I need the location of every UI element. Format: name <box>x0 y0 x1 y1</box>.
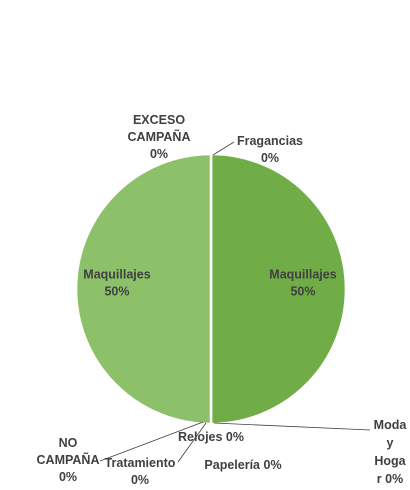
data-label-line: y <box>387 436 394 450</box>
data-label-line: 0% <box>131 473 149 487</box>
data-label-line: 0% <box>150 147 168 161</box>
data-label-8: Fragancias 0% <box>237 134 303 165</box>
leader-line-3 <box>177 422 207 463</box>
data-label-line: Hoga <box>374 454 406 468</box>
data-label-line: Papelería 0% <box>204 458 281 472</box>
data-label-line: Maquillajes <box>269 268 336 282</box>
data-labels: Maquillajes 50%Maquillajes 50%NO CAMPAÑA 0%T… <box>37 113 408 487</box>
leader-line-6 <box>213 422 371 431</box>
data-label-line: EXCESO <box>133 113 185 127</box>
pie-slice-1 <box>74 152 213 426</box>
data-label-1: Maquillajes 50% <box>83 268 150 299</box>
data-label-line: 50% <box>104 285 129 299</box>
leader-line-8 <box>212 141 235 156</box>
data-label-line: NO <box>59 436 78 450</box>
data-label-line: Moda <box>374 418 408 432</box>
leader-lines <box>99 141 371 463</box>
data-label-0: Maquillajes 50% <box>269 268 336 299</box>
data-label-line: 0% <box>59 470 77 484</box>
leader-line-2 <box>99 421 204 462</box>
data-label-line: Relojes 0% <box>178 430 244 444</box>
data-label-line: CAMPAÑA <box>128 129 191 144</box>
data-label-line: Tratamiento <box>105 456 176 470</box>
data-label-line: r 0% <box>377 472 403 486</box>
data-label-line: 50% <box>290 285 315 299</box>
data-label-line: Fragancias <box>237 134 303 148</box>
data-label-6: Moda y Hoga r 0% <box>374 418 408 486</box>
data-label-4: Relojes 0% <box>178 430 244 444</box>
data-label-line: CAMPAÑA <box>37 452 100 467</box>
data-label-5: Papelería 0% <box>204 458 281 472</box>
pie-slice-0 <box>209 152 348 426</box>
data-label-line: 0% <box>261 151 279 165</box>
data-label-line: Maquillajes <box>83 268 150 282</box>
pie-slices <box>74 152 348 426</box>
data-label-2: NO CAMPAÑA 0% <box>37 436 100 484</box>
data-label-7: EXCESO CAMPAÑA 0% <box>128 113 191 161</box>
data-label-3: Tratamiento 0% <box>105 456 176 487</box>
